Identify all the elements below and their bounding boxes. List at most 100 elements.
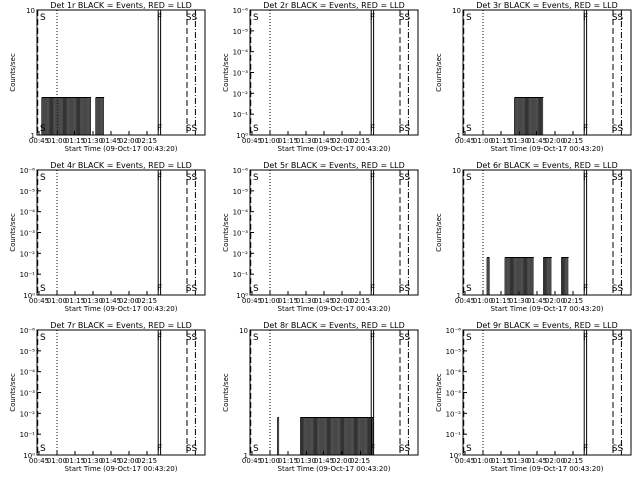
marker-label: SS: [612, 13, 624, 23]
marker-label: S: [466, 444, 472, 454]
x-tick-label: 01:15: [491, 297, 511, 305]
y-tick-label: 10: [26, 7, 35, 15]
x-axis-label: Start Time (09-Oct-17 00:43:20): [65, 465, 178, 473]
y-tick-label: 10⁻²: [233, 90, 249, 98]
marker-label: SS: [186, 124, 198, 134]
plot-frame: [249, 169, 419, 296]
y-axis-label: Counts/sec: [222, 213, 230, 252]
y-tick-label: 1: [457, 292, 461, 300]
marker-label: SS: [399, 124, 411, 134]
y-axis-label: Counts/sec: [222, 53, 230, 92]
x-tick-label: 02:15: [350, 137, 370, 145]
x-tick-label: 01:15: [65, 457, 85, 465]
marker-label: SS: [186, 13, 198, 23]
plot-frame: [36, 169, 206, 296]
x-tick-label: 01:00: [260, 297, 280, 305]
marker-label: S: [253, 124, 259, 134]
marker-label: SS: [186, 333, 198, 343]
plot-title: Det 1r BLACK = Events, RED = LLD: [50, 1, 192, 10]
marker-label: S: [40, 444, 46, 454]
x-axis-label: Start Time (09-Oct-17 00:43:20): [65, 305, 178, 313]
marker-label: S: [253, 13, 259, 23]
marker-label: F: [157, 284, 162, 294]
marker-label: S: [253, 444, 259, 454]
x-axis-label: Start Time (09-Oct-17 00:43:20): [491, 145, 604, 153]
x-tick-label: 00:45: [29, 457, 49, 465]
x-tick-label: 01:00: [260, 137, 280, 145]
y-tick-label: 10⁻⁶: [20, 327, 36, 335]
x-tick-label: 02:15: [563, 297, 583, 305]
marker-label: S: [40, 173, 46, 183]
x-tick-label: 01:00: [260, 457, 280, 465]
y-tick-label: 10⁻³: [20, 390, 36, 398]
y-tick-label: 10⁻⁴: [20, 209, 36, 217]
x-tick-label: 01:45: [314, 297, 334, 305]
x-axis-label: Start Time (09-Oct-17 00:43:20): [278, 305, 391, 313]
x-axis-label: Start Time (09-Oct-17 00:43:20): [65, 145, 178, 153]
marker-label: S: [253, 284, 259, 294]
x-tick-label: 01:00: [473, 457, 493, 465]
x-tick-label: 02:15: [350, 297, 370, 305]
x-tick-label: 01:30: [83, 457, 103, 465]
x-tick-label: 01:00: [47, 457, 67, 465]
x-tick-label: 00:45: [242, 297, 262, 305]
y-tick-label: 10⁰: [449, 452, 461, 460]
x-tick-label: 02:15: [350, 457, 370, 465]
x-tick-label: 01:15: [491, 457, 511, 465]
marker-label: F: [583, 284, 588, 294]
marker-label: F: [157, 333, 162, 343]
y-tick-label: 10: [452, 167, 461, 175]
marker-label: SS: [399, 284, 411, 294]
y-axis-label: Counts/sec: [222, 373, 230, 412]
y-axis-label: Counts/sec: [9, 213, 17, 252]
y-tick-label: 10⁻⁵: [20, 188, 36, 196]
y-tick-label: 10⁻⁵: [233, 28, 249, 36]
plot-title: Det 2r BLACK = Events, RED = LLD: [263, 1, 405, 10]
y-tick-label: 10⁻⁶: [20, 167, 36, 175]
marker-label: S: [466, 284, 472, 294]
marker-label: SS: [399, 444, 411, 454]
y-tick-label: 10⁰: [236, 292, 248, 300]
x-tick-label: 01:30: [296, 297, 316, 305]
marker-label: F: [370, 124, 375, 134]
x-tick-label: 01:45: [527, 457, 547, 465]
y-tick-label: 10⁻³: [233, 70, 249, 78]
y-tick-label: 10⁻¹: [233, 111, 249, 119]
x-tick-label: 02:00: [545, 137, 565, 145]
y-tick-label: 10⁰: [236, 132, 248, 140]
y-axis-label: Counts/sec: [9, 53, 17, 92]
plot-frame: [462, 9, 632, 136]
x-tick-label: 02:00: [545, 297, 565, 305]
y-tick-label: 10⁰: [23, 292, 35, 300]
x-tick-label: 02:15: [137, 137, 157, 145]
y-tick-label: 10⁻⁴: [20, 369, 36, 377]
y-axis-label: Counts/sec: [9, 373, 17, 412]
y-tick-label: 10⁻⁵: [20, 348, 36, 356]
y-tick-label: 1: [244, 452, 248, 460]
y-axis-label: Counts/sec: [435, 213, 443, 252]
x-tick-label: 02:00: [545, 457, 565, 465]
x-tick-label: 01:30: [296, 457, 316, 465]
y-tick-label: 10⁰: [23, 452, 35, 460]
y-tick-label: 10⁻³: [446, 390, 462, 398]
y-tick-label: 10⁻²: [20, 250, 36, 258]
marker-label: S: [466, 13, 472, 23]
marker-label: SS: [186, 444, 198, 454]
x-axis-label: Start Time (09-Oct-17 00:43:20): [278, 145, 391, 153]
x-tick-label: 02:00: [332, 137, 352, 145]
x-tick-label: 02:00: [332, 457, 352, 465]
x-tick-label: 02:00: [119, 137, 139, 145]
plot-frame: [36, 9, 206, 136]
marker-label: SS: [612, 284, 624, 294]
marker-label: F: [157, 444, 162, 454]
x-tick-label: 01:15: [65, 137, 85, 145]
marker-label: SS: [612, 333, 624, 343]
x-tick-label: 00:45: [29, 297, 49, 305]
x-axis-label: Start Time (09-Oct-17 00:43:20): [491, 305, 604, 313]
marker-label: F: [583, 333, 588, 343]
marker-label: SS: [399, 13, 411, 23]
x-tick-label: 01:00: [47, 137, 67, 145]
marker-label: SS: [612, 124, 624, 134]
x-tick-label: 01:30: [509, 137, 529, 145]
